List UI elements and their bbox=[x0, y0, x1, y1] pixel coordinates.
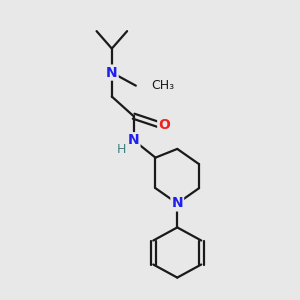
Text: N: N bbox=[172, 196, 183, 210]
Text: H: H bbox=[117, 143, 126, 157]
Text: O: O bbox=[158, 118, 170, 132]
Text: CH₃: CH₃ bbox=[151, 79, 174, 92]
Text: N: N bbox=[128, 133, 140, 147]
Text: N: N bbox=[106, 66, 118, 80]
